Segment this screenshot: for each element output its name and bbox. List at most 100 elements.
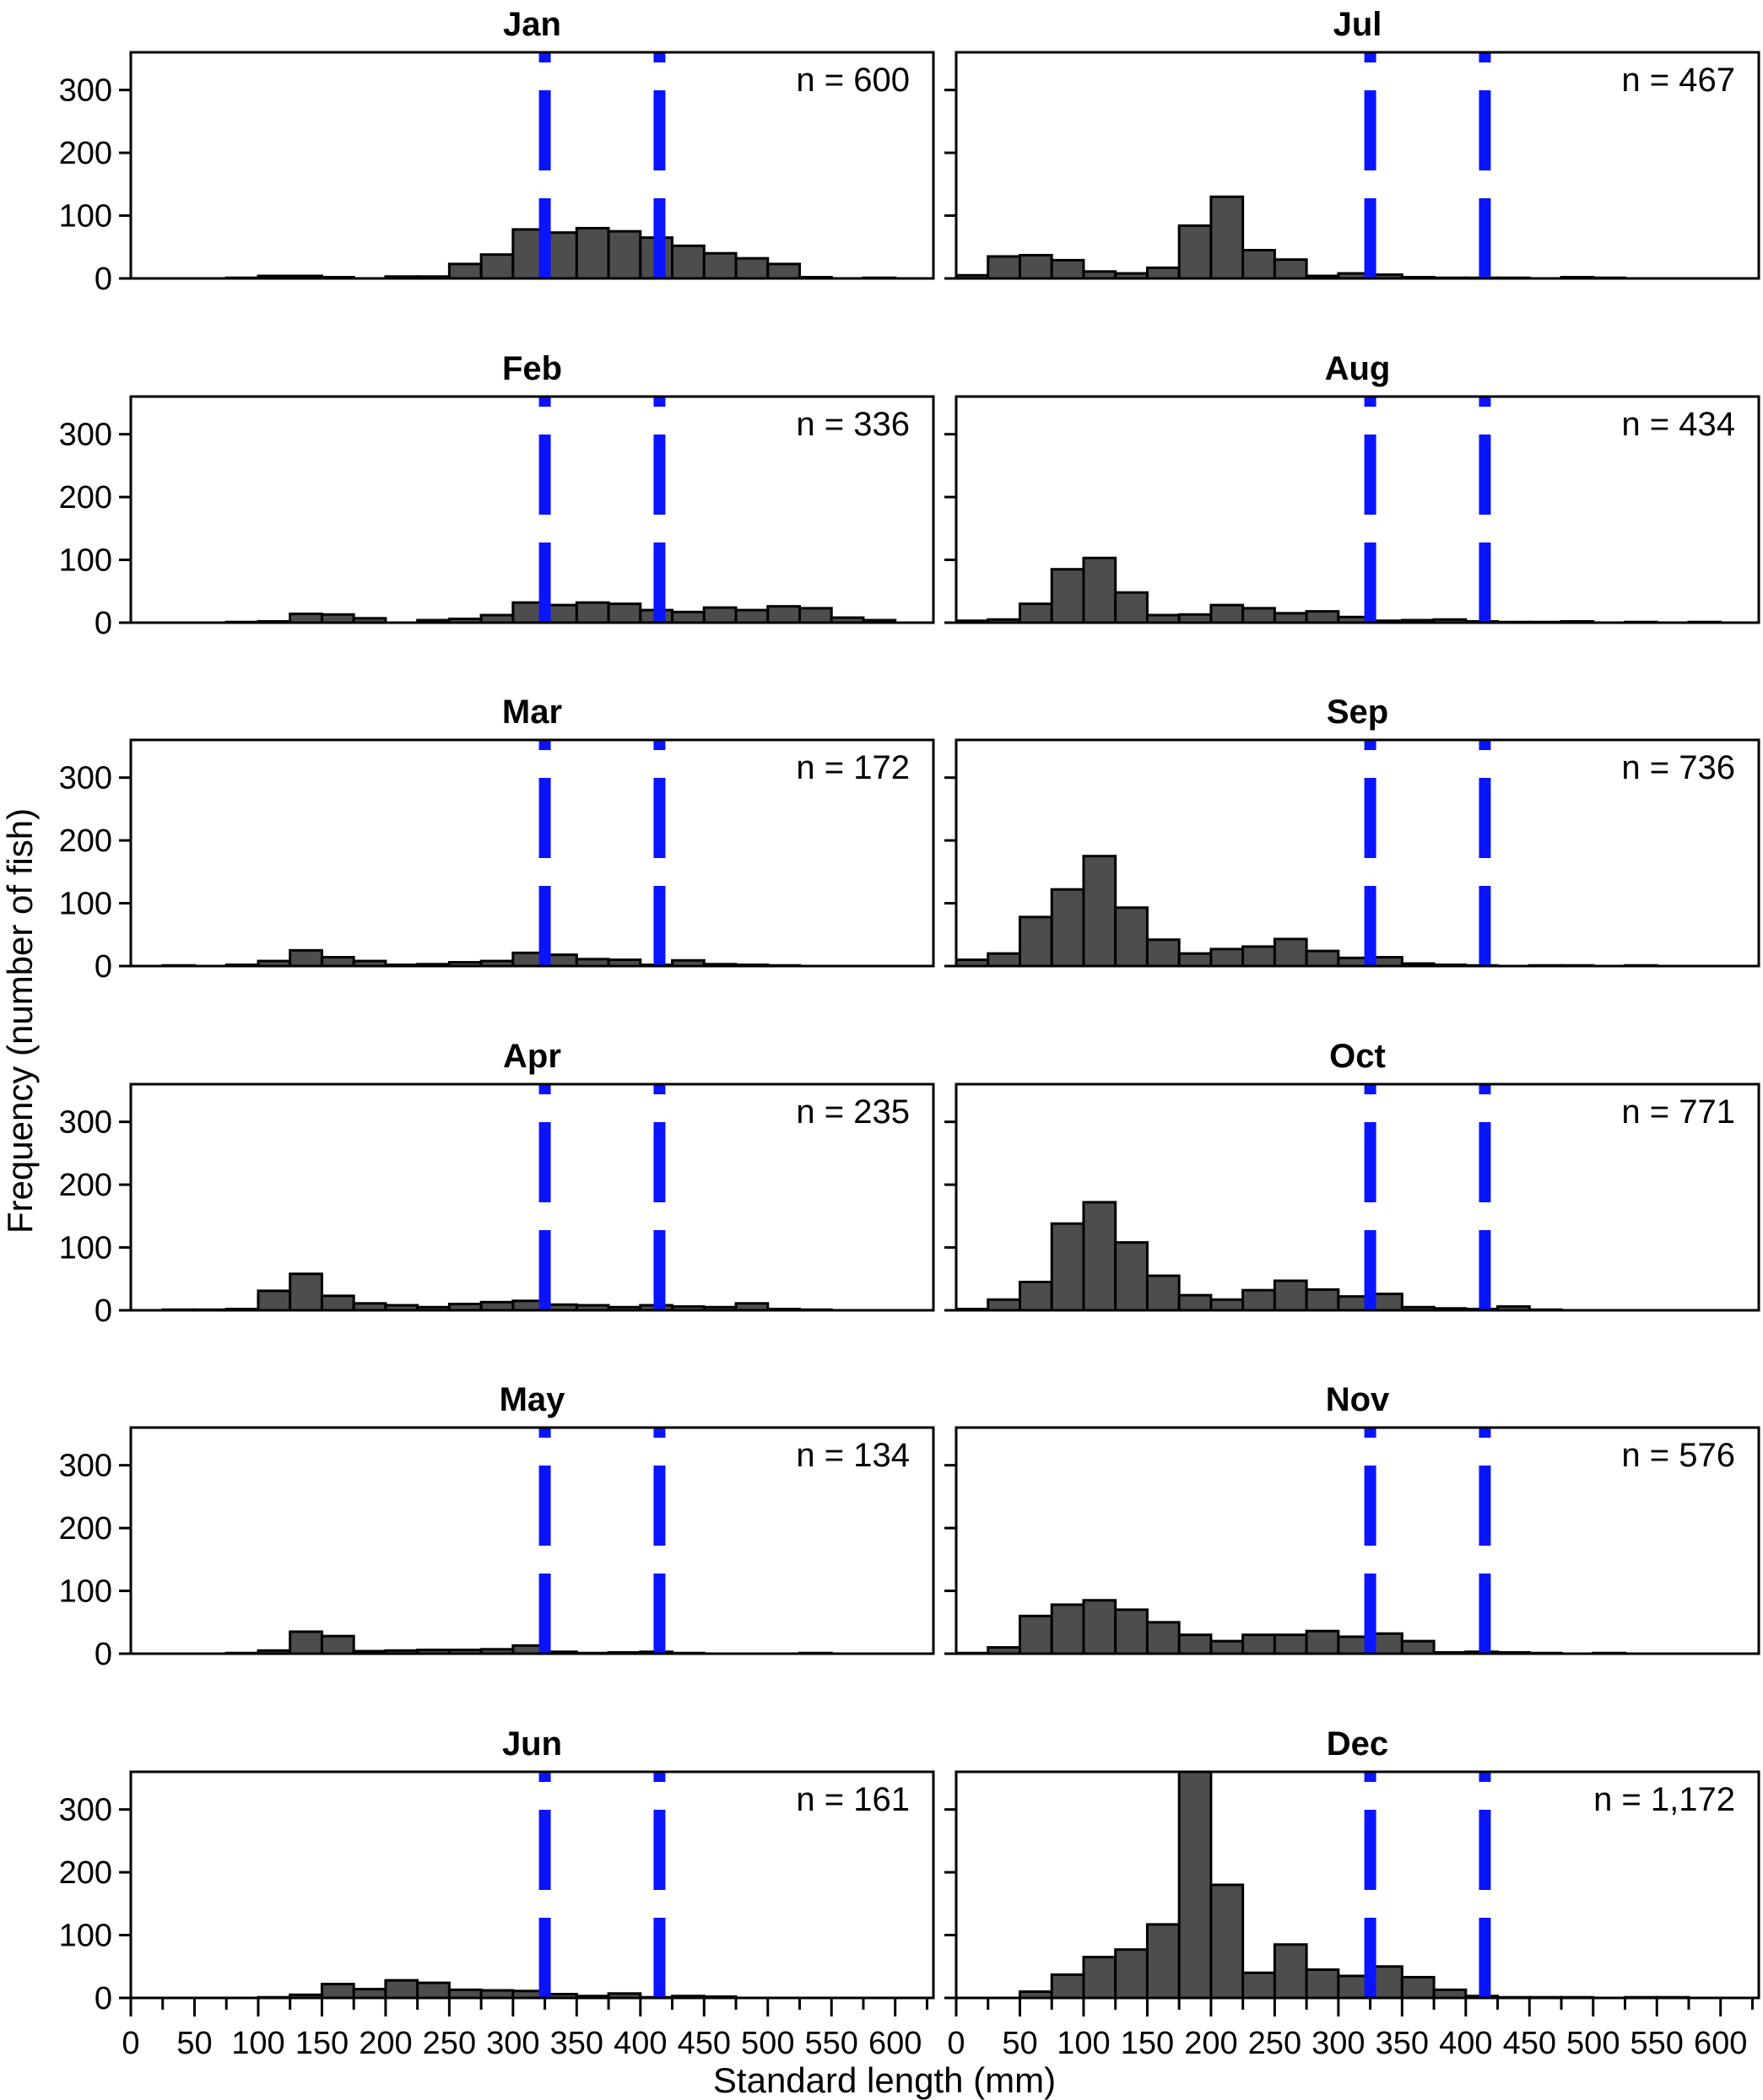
bar-jan-17 xyxy=(671,244,706,280)
bar-aug-10 xyxy=(1273,612,1308,624)
n-label-dec: n = 1,172 xyxy=(1593,1781,1735,1818)
bar-oct-10 xyxy=(1273,1279,1308,1312)
bar-jan-15 xyxy=(607,229,642,280)
bar-oct-2 xyxy=(1018,1281,1053,1312)
bar-aug-8 xyxy=(1209,603,1245,624)
bar-dec-4 xyxy=(1082,1956,1117,2000)
x-tick-label-jun-6: 300 xyxy=(486,2026,539,2061)
bar-oct-6 xyxy=(1145,1274,1181,1312)
panel-title-jun: Jun xyxy=(502,1725,562,1763)
panel-title-aug: Aug xyxy=(1325,350,1391,387)
bar-dec-3 xyxy=(1050,1973,1085,2000)
plot-frame-nov xyxy=(955,1426,1760,1655)
x-axis-title: Standard length (mm) xyxy=(713,2060,1056,2100)
y-tick-label-may-3: 300 xyxy=(59,1449,112,1484)
bar-jan-11 xyxy=(479,253,515,280)
bar-sep-11 xyxy=(1305,949,1340,968)
x-tick-label-jun-2: 100 xyxy=(231,2026,284,2061)
plot-frame-apr xyxy=(129,1082,935,1312)
bar-feb-17 xyxy=(671,610,706,624)
y-tick-label-jun-0: 0 xyxy=(95,1981,112,2016)
y-tick-label-mar-2: 200 xyxy=(59,823,112,859)
bar-jan-18 xyxy=(702,251,738,280)
bar-sep-9 xyxy=(1241,945,1276,968)
n-label-feb: n = 336 xyxy=(796,406,910,443)
bar-jul-3 xyxy=(1050,258,1085,280)
x-tick-label-jun-4: 200 xyxy=(359,2026,412,2061)
bar-jul-10 xyxy=(1273,258,1308,280)
n-label-oct: n = 771 xyxy=(1621,1093,1735,1131)
bar-feb-21 xyxy=(798,607,833,624)
plot-frame-mar xyxy=(129,738,935,968)
bar-sep-8 xyxy=(1209,947,1245,968)
bar-dec-8 xyxy=(1209,1883,1245,2000)
bar-nov-9 xyxy=(1241,1633,1276,1655)
bar-nov-3 xyxy=(1050,1603,1085,1655)
bar-oct-4 xyxy=(1082,1201,1117,1312)
y-tick-label-feb-0: 0 xyxy=(95,606,112,641)
bar-feb-20 xyxy=(766,605,801,624)
y-tick-label-may-0: 0 xyxy=(95,1637,112,1672)
bar-may-6 xyxy=(320,1634,355,1655)
bar-oct-7 xyxy=(1177,1293,1213,1312)
bar-oct-11 xyxy=(1305,1288,1340,1312)
bar-aug-5 xyxy=(1114,591,1149,624)
x-tick-label-jun-11: 550 xyxy=(805,2026,858,2061)
y-axis-title: Frequency (number of fish) xyxy=(0,808,40,1234)
bar-feb-14 xyxy=(575,601,610,624)
bar-dec-14 xyxy=(1400,1975,1436,2000)
plot-frame-jun xyxy=(129,1770,935,2000)
n-label-apr: n = 235 xyxy=(796,1093,910,1131)
bar-apr-6 xyxy=(320,1294,355,1312)
x-tick-label-dec-3: 150 xyxy=(1121,2026,1174,2061)
bar-aug-11 xyxy=(1305,610,1340,624)
bar-sep-4 xyxy=(1082,855,1117,968)
plot-frame-feb xyxy=(129,395,935,624)
bar-jun-6 xyxy=(320,1983,355,2000)
y-tick-label-may-2: 200 xyxy=(59,1511,112,1547)
bar-jul-7 xyxy=(1177,224,1213,280)
x-tick-label-dec-8: 400 xyxy=(1439,2026,1492,2061)
plot-frame-jan xyxy=(129,51,935,280)
panel-title-dec: Dec xyxy=(1327,1725,1388,1763)
bar-apr-5 xyxy=(289,1272,323,1312)
plot-frame-oct xyxy=(955,1082,1760,1312)
bar-oct-9 xyxy=(1241,1288,1276,1312)
bar-sep-3 xyxy=(1050,888,1085,968)
bar-jan-19 xyxy=(734,256,770,280)
y-tick-label-mar-0: 0 xyxy=(95,949,112,985)
x-tick-label-jun-8: 400 xyxy=(614,2026,667,2061)
panel-title-sep: Sep xyxy=(1327,694,1388,731)
panel-title-apr: Apr xyxy=(503,1038,561,1075)
y-tick-label-jan-1: 100 xyxy=(59,199,112,235)
n-label-mar: n = 172 xyxy=(796,749,910,786)
bar-jun-9 xyxy=(416,1981,451,2000)
panel-title-nov: Nov xyxy=(1326,1381,1390,1418)
bar-jan-10 xyxy=(447,262,483,280)
bar-aug-3 xyxy=(1050,568,1085,624)
bar-sep-5 xyxy=(1114,906,1149,968)
bar-may-5 xyxy=(289,1630,323,1655)
x-tick-label-jun-0: 0 xyxy=(122,2026,139,2061)
n-label-nov: n = 576 xyxy=(1621,1437,1735,1474)
bar-jul-2 xyxy=(1018,253,1053,280)
x-tick-label-dec-0: 0 xyxy=(947,2026,965,2061)
panel-title-may: May xyxy=(500,1381,566,1418)
y-tick-label-jun-1: 100 xyxy=(59,1919,112,1954)
x-tick-label-dec-9: 450 xyxy=(1503,2026,1556,2061)
bar-sep-6 xyxy=(1145,938,1181,968)
panel-title-jul: Jul xyxy=(1333,6,1382,43)
y-tick-label-feb-1: 100 xyxy=(59,543,112,579)
bar-nov-14 xyxy=(1400,1639,1436,1655)
x-tick-label-jun-1: 50 xyxy=(176,2026,212,2061)
plot-frame-may xyxy=(129,1426,935,1655)
y-tick-label-mar-1: 100 xyxy=(59,887,112,922)
y-tick-label-apr-1: 100 xyxy=(59,1231,112,1266)
bar-sep-1 xyxy=(987,952,1021,968)
x-tick-label-dec-10: 500 xyxy=(1566,2026,1620,2061)
y-tick-label-jun-2: 200 xyxy=(59,1855,112,1891)
panel-title-jan: Jan xyxy=(503,6,561,43)
x-tick-label-jun-3: 150 xyxy=(295,2026,349,2061)
bar-aug-2 xyxy=(1018,602,1053,624)
n-label-jun: n = 161 xyxy=(796,1781,910,1818)
